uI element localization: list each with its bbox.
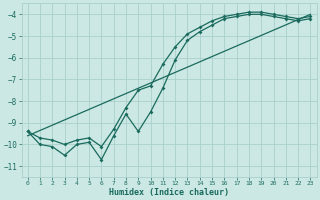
X-axis label: Humidex (Indice chaleur): Humidex (Indice chaleur) <box>109 188 229 197</box>
